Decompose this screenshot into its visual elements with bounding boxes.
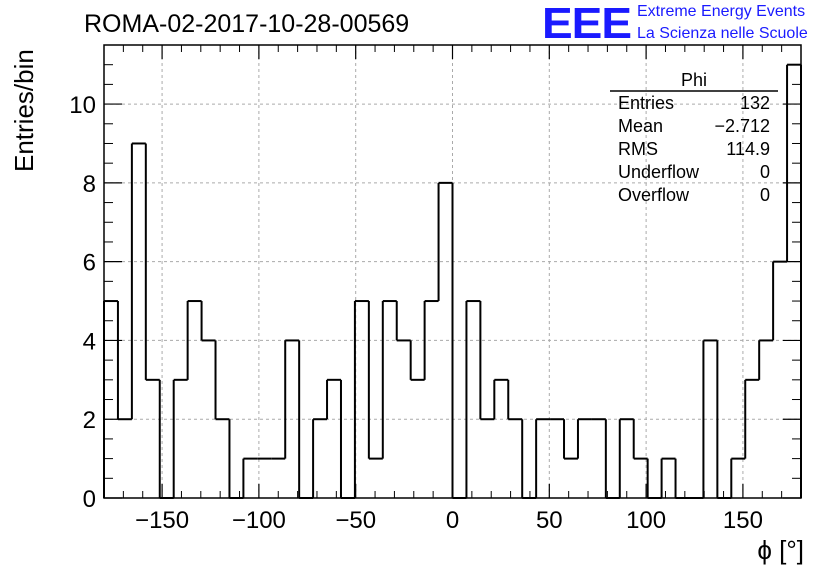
x-tick-label: −100 xyxy=(232,507,286,534)
stats-value-underflow: 0 xyxy=(759,162,770,182)
x-tick-label: 100 xyxy=(626,507,666,534)
stats-label-mean: Mean xyxy=(618,116,664,136)
stats-value-rms: 114.9 xyxy=(726,139,770,159)
x-axis-label: ϕ [°] xyxy=(757,535,804,565)
stats-value-overflow: 0 xyxy=(759,185,770,205)
x-tick-label: 0 xyxy=(446,507,459,534)
y-tick-label: 2 xyxy=(83,407,96,434)
stats-label-overflow: Overflow xyxy=(618,185,690,205)
y-tick-label: 10 xyxy=(69,92,96,119)
stats-label-underflow: Underflow xyxy=(618,162,700,182)
x-tick-label: 50 xyxy=(536,507,563,534)
eee-logo: EEE xyxy=(542,0,632,48)
y-tick-label: 0 xyxy=(83,486,96,513)
y-tick-label: 4 xyxy=(83,328,96,355)
stats-label-entries: Entries xyxy=(618,93,675,113)
x-tick-label: −150 xyxy=(135,507,189,534)
y-tick-label: 6 xyxy=(83,250,96,277)
chart-title: ROMA-02-2017-10-28-00569 xyxy=(84,10,410,38)
x-tick-label: 150 xyxy=(723,507,763,534)
stats-box-title: Phi xyxy=(680,70,707,90)
y-tick-label: 8 xyxy=(83,171,96,198)
x-tick-label: −50 xyxy=(335,507,376,534)
logo-subtitle-2: La Scienza nelle Scuole xyxy=(637,25,808,42)
stats-value-entries: 132 xyxy=(739,93,770,113)
stats-value-mean: −2.712 xyxy=(714,116,770,136)
logo-subtitle-1: Extreme Energy Events xyxy=(637,3,806,20)
stats-label-rms: RMS xyxy=(618,139,658,159)
